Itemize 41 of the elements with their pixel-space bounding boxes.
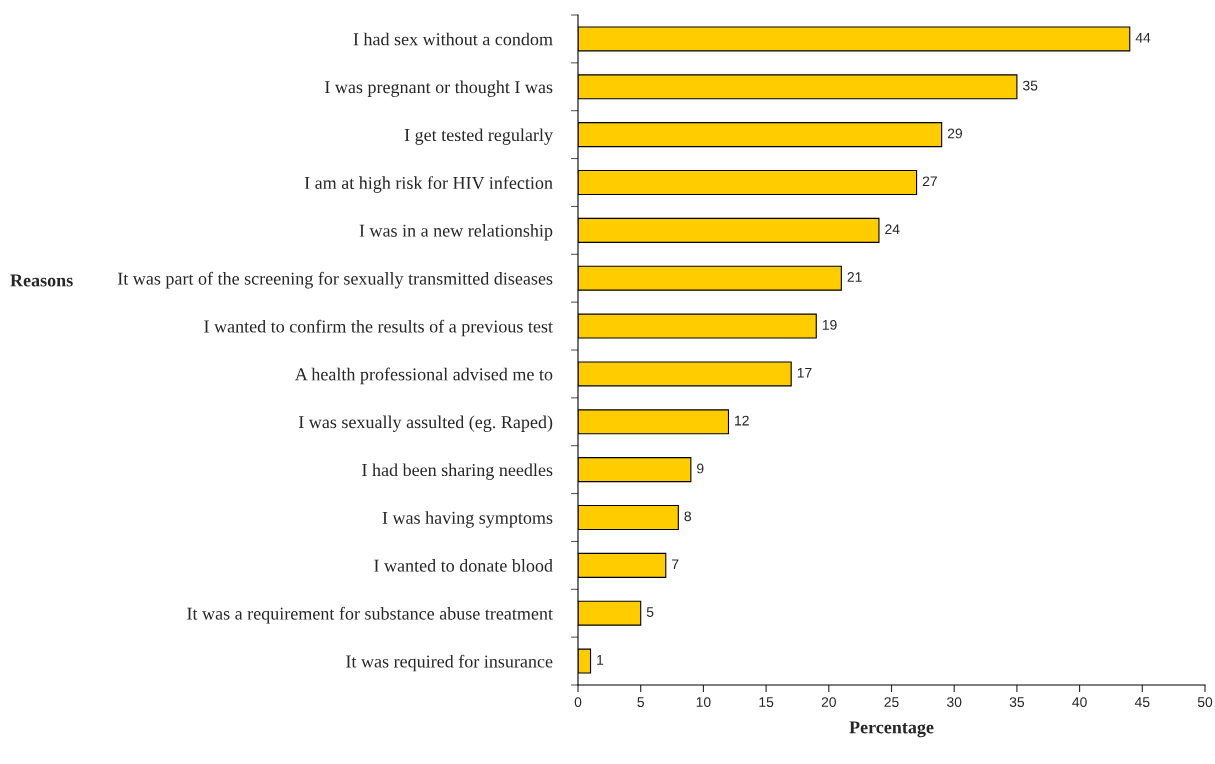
y-tick-label: I had been sharing needles	[362, 463, 553, 480]
data-label: 19	[822, 319, 837, 330]
data-label: 29	[947, 128, 963, 139]
data-label: 8	[684, 511, 691, 522]
y-tick-label: I was pregnant or thought I was	[325, 80, 553, 97]
x-tick-label: 10	[696, 697, 711, 708]
y-tick-label: It was part of the screening for sexually transmitted diseases	[117, 271, 553, 289]
x-tick-label: 15	[759, 697, 774, 708]
y-tick-label: I am at high risk for HIV infection	[304, 176, 553, 193]
data-label: 35	[1022, 80, 1038, 91]
x-tick-label: 0	[574, 697, 582, 708]
x-tick-label: 25	[884, 697, 899, 708]
y-tick-label: I get tested regularly	[404, 128, 553, 145]
data-label: 17	[797, 367, 812, 378]
x-tick-label: 5	[637, 697, 644, 708]
y-axis-title: Reasons	[10, 274, 73, 287]
data-label: 1	[597, 655, 604, 665]
data-label: 9	[697, 463, 704, 474]
y-tick-label: I wanted to confirm the results of a previous test	[204, 319, 553, 337]
y-tick-label: I was sexually assulted (eg. Raped)	[298, 415, 553, 432]
x-tick-label: 45	[1134, 697, 1150, 708]
y-tick-label: It was a requirement for substance abuse treatment	[187, 606, 553, 624]
y-tick-label: I was in a new relationship	[359, 224, 553, 241]
x-tick-label: 35	[1009, 697, 1025, 708]
x-tick-label: 40	[1072, 697, 1087, 708]
data-label: 7	[672, 559, 679, 569]
data-label: 12	[735, 415, 749, 426]
y-tick-label: I had sex without a condom	[353, 32, 553, 46]
x-tick-label: 30	[947, 697, 962, 708]
y-tick-label: I was having symptoms	[382, 511, 553, 528]
data-label: 5	[646, 607, 654, 617]
y-tick-label: A health professional advised me to	[294, 367, 553, 385]
x-tick-label: 20	[821, 697, 836, 708]
data-label: 21	[847, 272, 862, 282]
data-label: 27	[922, 176, 937, 187]
data-label: 24	[885, 224, 900, 234]
y-tick-label: It was required for insurance	[346, 654, 553, 672]
y-tick-label: I wanted to donate blood	[374, 559, 553, 572]
x-tick-label: 50	[1197, 697, 1213, 708]
x-axis-title: Percentage	[849, 721, 934, 738]
data-label: 44	[1135, 32, 1151, 43]
